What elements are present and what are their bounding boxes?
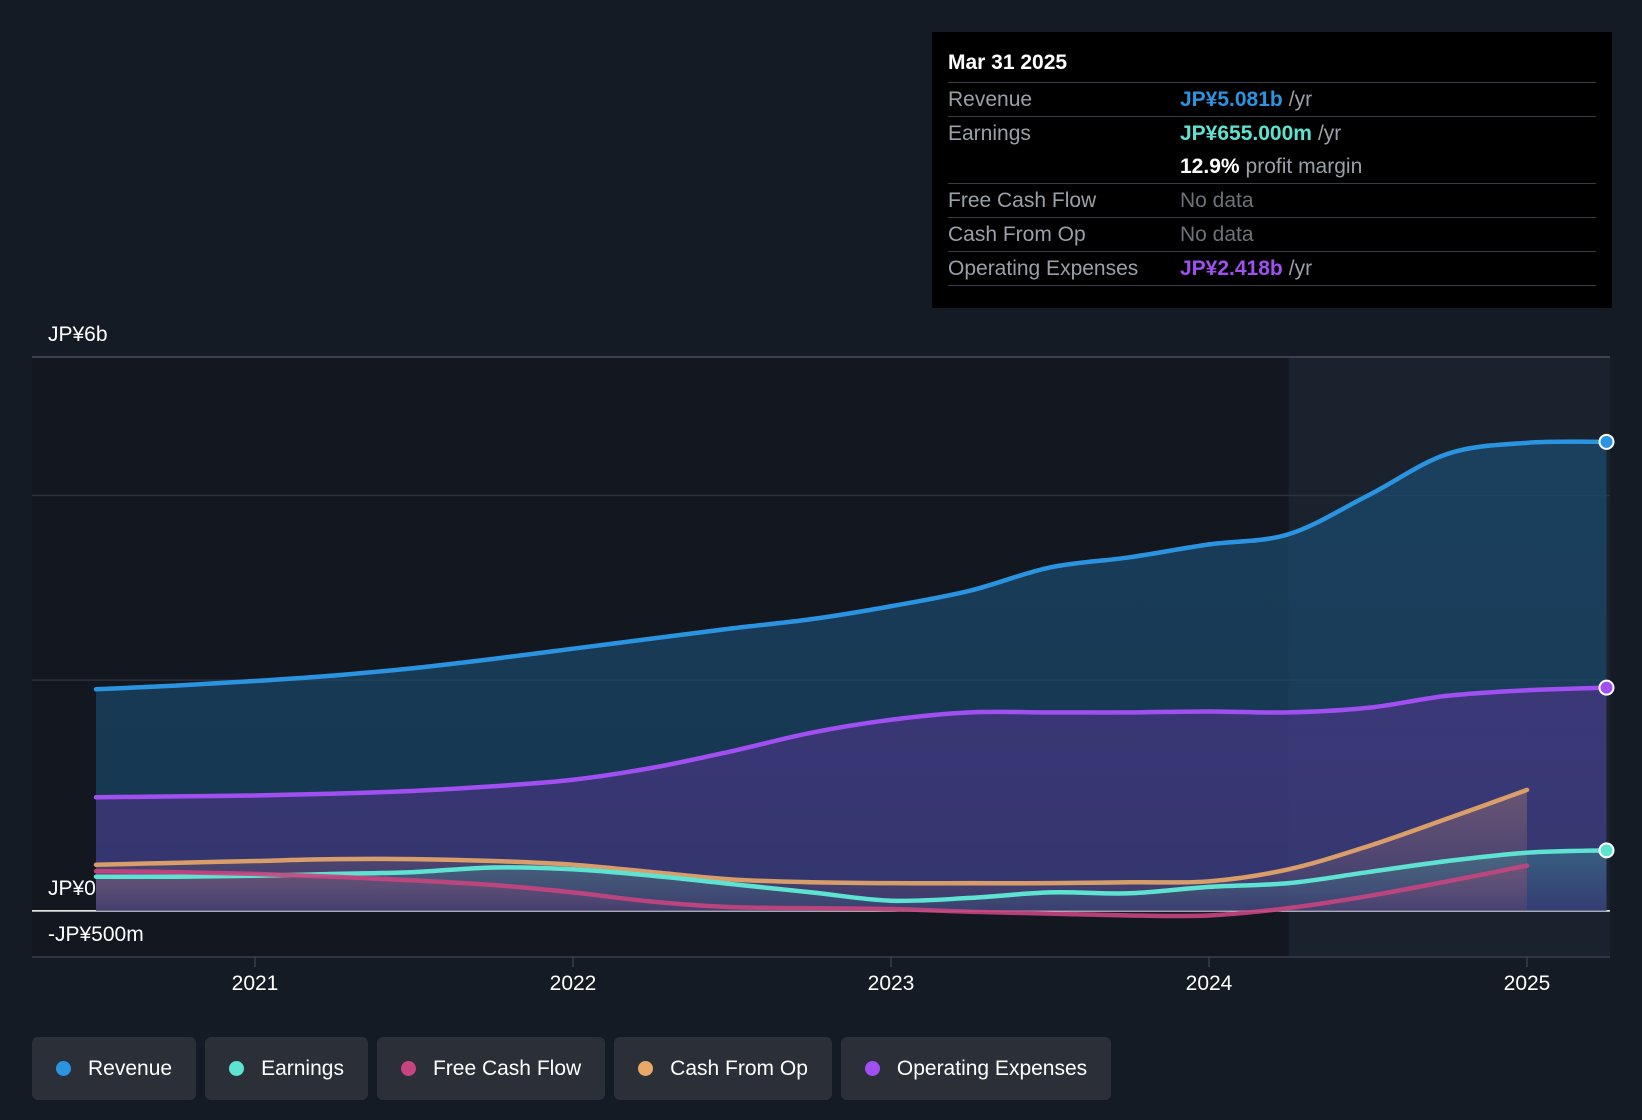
line-operating-expenses	[93, 685, 1609, 800]
tooltip-label-opex: Operating Expenses	[948, 257, 1139, 280]
tooltip-row-fcf: Free Cash Flow No data	[948, 184, 1596, 218]
tooltip-value-margin: 12.9%	[1180, 155, 1240, 178]
tooltip-value-opex: JP¥2.418b	[1180, 257, 1283, 280]
tooltip-row-earnings: Earnings JP¥655.000m/yr	[948, 117, 1596, 150]
tooltip-row-opex: Operating Expenses JP¥2.418b/yr	[948, 252, 1596, 286]
tooltip-label-fcf: Free Cash Flow	[948, 189, 1097, 212]
legend-item-operating-expenses[interactable]: Operating Expenses	[840, 1037, 1112, 1100]
tooltip-value-earnings: JP¥655.000m	[1180, 122, 1312, 145]
line-revenue	[93, 439, 1609, 692]
x-tick-label-2023: 2023	[868, 972, 915, 995]
legend-dot-icon	[638, 1061, 654, 1076]
legend-label-operating-expenses: Operating Expenses	[896, 1056, 1088, 1080]
end-marker-earnings	[1598, 842, 1615, 859]
x-tick-label-2024: 2024	[1186, 972, 1233, 995]
legend-dot-icon	[864, 1061, 880, 1076]
y-tick-label-bottom: -JP¥500m	[48, 923, 144, 946]
legend-item-earnings[interactable]: Earnings	[205, 1037, 368, 1100]
tooltip-value-fcf: No data	[1180, 189, 1254, 212]
tooltip-row-revenue: Revenue JP¥5.081b/yr	[948, 83, 1596, 117]
tooltip-date: Mar 31 2025	[948, 46, 1596, 83]
tooltip-value-cfo: No data	[1180, 223, 1254, 246]
line-earnings	[93, 848, 1609, 904]
legend-dot-icon	[400, 1061, 416, 1076]
x-tick-label-2022: 2022	[550, 972, 597, 995]
end-marker-operating-expenses	[1598, 679, 1615, 696]
area-free-cash-flow	[96, 865, 1527, 917]
legend: Revenue Earnings Free Cash Flow Cash Fro…	[32, 1037, 1112, 1100]
legend-dot-icon	[229, 1061, 245, 1076]
line-free-cash-flow	[93, 863, 1530, 919]
legend-label-revenue: Revenue	[88, 1056, 173, 1080]
legend-label-cash-from-op: Cash From Op	[670, 1056, 808, 1080]
legend-item-cash-from-op[interactable]: Cash From Op	[614, 1037, 832, 1100]
y-tick-label-top: JP¥6b	[48, 323, 108, 346]
y-tick-label-zero: JP¥0	[48, 877, 96, 900]
legend-label-free-cash-flow: Free Cash Flow	[432, 1056, 582, 1080]
legend-item-free-cash-flow[interactable]: Free Cash Flow	[376, 1037, 606, 1100]
area-operating-expenses	[96, 687, 1607, 911]
legend-item-revenue[interactable]: Revenue	[32, 1037, 197, 1100]
tooltip-unit-opex: /yr	[1288, 257, 1313, 280]
line-cash-from-op	[93, 787, 1530, 886]
tooltip-unit-revenue: /yr	[1288, 88, 1313, 111]
tooltip-row-cfo: Cash From Op No data	[948, 218, 1596, 252]
x-tick-label-2025: 2025	[1504, 972, 1551, 995]
tooltip-unit-earnings: /yr	[1317, 122, 1342, 145]
legend-dot-icon	[56, 1061, 71, 1076]
end-marker-revenue	[1598, 433, 1615, 450]
legend-label-earnings: Earnings	[261, 1056, 344, 1080]
tooltip-row-margin: 12.9% profit margin	[948, 150, 1596, 184]
x-tick-label-2021: 2021	[232, 972, 279, 995]
tooltip-label-revenue: Revenue	[948, 88, 1033, 111]
tooltip-text-margin: profit margin	[1245, 155, 1363, 178]
tooltip-panel: Mar 31 2025 Revenue JP¥5.081b/yr Earning…	[932, 32, 1612, 308]
tooltip-value-revenue: JP¥5.081b	[1180, 88, 1283, 111]
tooltip-label-earnings: Earnings	[948, 122, 1031, 145]
tooltip-label-cfo: Cash From Op	[948, 223, 1086, 246]
